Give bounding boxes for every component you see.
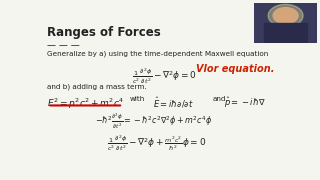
Text: Ranges of Forces: Ranges of Forces [47,26,161,39]
Text: $-\hbar^2\frac{\partial^2\phi}{\partial t^2} = -\hbar^2c^2\nabla^2\phi + m^2c^4\: $-\hbar^2\frac{\partial^2\phi}{\partial … [95,111,212,131]
Text: — — —: — — — [47,41,80,50]
Text: $\hat{p} = -i\hbar\nabla$: $\hat{p} = -i\hbar\nabla$ [224,96,265,110]
Text: and: and [212,96,226,102]
Text: $\hat{E} = i\hbar\partial/\partial t$: $\hat{E} = i\hbar\partial/\partial t$ [153,96,194,110]
Text: $\frac{1}{c^2}\frac{\partial^2\phi}{\partial t^2} - \nabla^2\phi + \frac{m^2c^2}: $\frac{1}{c^2}\frac{\partial^2\phi}{\par… [107,133,206,153]
Text: $E^2 = p^2c^2 + m^2c^4$: $E^2 = p^2c^2 + m^2c^4$ [47,96,124,111]
Circle shape [273,8,298,24]
Bar [264,23,308,43]
Text: Generalize by a) using the time-dependent Maxwell equation: Generalize by a) using the time-dependen… [47,51,269,57]
Text: Vlor equation.: Vlor equation. [196,64,275,74]
Circle shape [268,4,303,27]
Text: $\frac{1}{c^2}\frac{\partial^2\phi}{\partial t^2} - \nabla^2\phi = 0$: $\frac{1}{c^2}\frac{\partial^2\phi}{\par… [132,66,197,86]
Text: with: with [129,96,145,102]
Text: and b) adding a mass term.: and b) adding a mass term. [47,83,147,90]
